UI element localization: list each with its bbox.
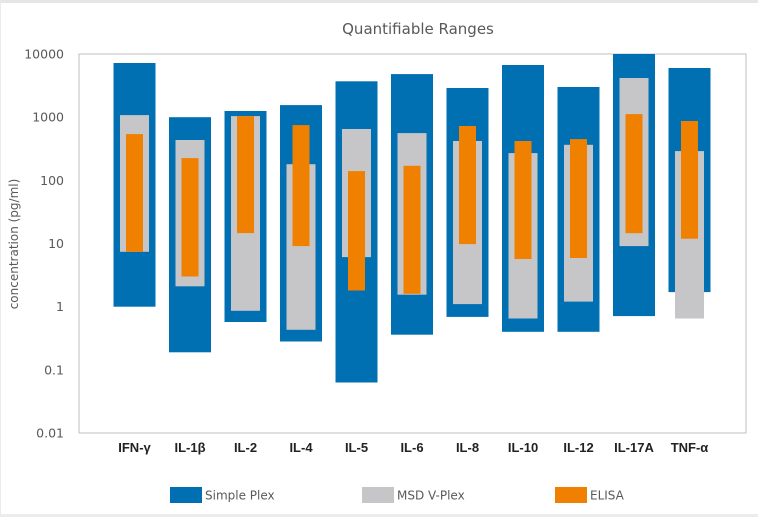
y-tick-label: 0.01 <box>36 426 64 441</box>
x-tick-label: IL-10 <box>508 440 538 455</box>
x-tick-label: IL-4 <box>289 440 313 455</box>
y-tick-label: 100 <box>40 173 64 188</box>
y-tick-label: 1000 <box>32 110 64 125</box>
legend-swatch <box>555 487 587 503</box>
legend-item: ELISA <box>555 487 625 503</box>
y-tick-label: 1 <box>56 299 64 314</box>
x-tick-label: IL-2 <box>234 440 257 455</box>
bar-elisa-il17a <box>625 114 643 234</box>
legend-label: Simple Plex <box>205 489 275 503</box>
x-tick-label: IL-5 <box>345 440 368 455</box>
bar-elisa-tnf <box>681 121 698 239</box>
legend-swatch <box>362 487 394 503</box>
y-axis-label: concentration (pg/ml) <box>7 179 21 310</box>
legend-item: Simple Plex <box>170 487 275 503</box>
bar-elisa-il8 <box>459 126 476 245</box>
bar-elisa-il5 <box>348 171 365 291</box>
x-tick-label: TNF-α <box>671 440 709 455</box>
x-tick-label: IFN-γ <box>118 440 151 455</box>
x-tick-label: IL-12 <box>563 440 593 455</box>
legend-label: MSD V-Plex <box>397 489 465 503</box>
x-tick-label: IL-6 <box>400 440 423 455</box>
legend-label: ELISA <box>590 489 625 503</box>
bar-elisa-il2 <box>237 116 254 234</box>
y-tick-label: 10000 <box>24 47 64 62</box>
bar-elisa-il10 <box>514 141 532 259</box>
y-tick-label: 0.1 <box>44 362 64 377</box>
bar-elisa-il12 <box>570 139 587 258</box>
x-tick-label: IL-17A <box>614 440 654 455</box>
y-tick-label: 10 <box>48 236 64 251</box>
legend-swatch <box>170 487 202 503</box>
x-tick-label: IL-8 <box>456 440 479 455</box>
legend-item: MSD V-Plex <box>362 487 465 503</box>
chart-title: Quantifiable Ranges <box>342 20 494 38</box>
plot-area-border <box>78 53 747 434</box>
bar-elisa-il1 <box>181 158 199 277</box>
bar-elisa-ifn <box>126 134 143 252</box>
bar-elisa-il6 <box>403 165 421 294</box>
bar-elisa-il4 <box>292 125 310 247</box>
x-tick-label: IL-1β <box>174 440 205 455</box>
